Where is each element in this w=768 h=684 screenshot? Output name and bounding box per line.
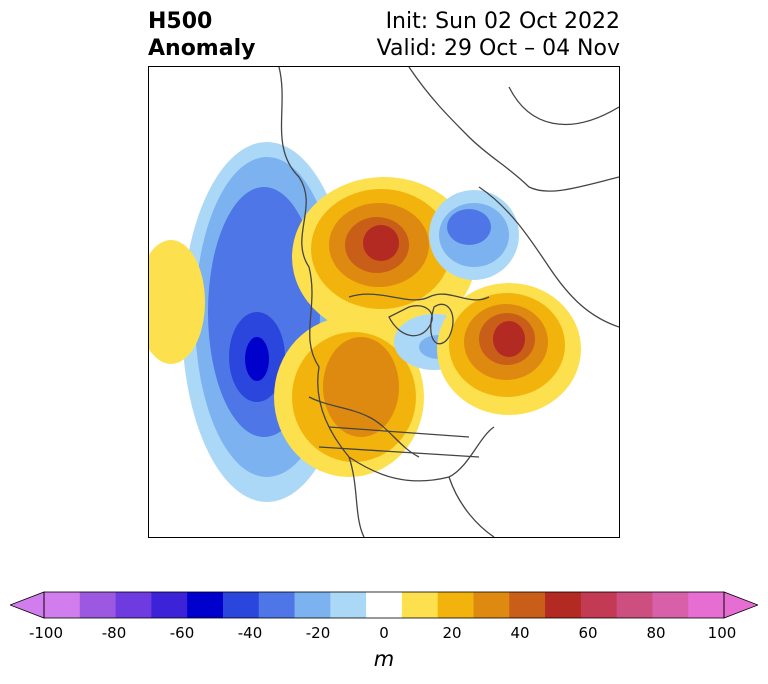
colorbar-outline (43, 591, 725, 619)
colorbar-segment (401, 592, 439, 618)
colorbar-segment (652, 592, 689, 618)
west-pacific-ridge (149, 240, 205, 364)
colorbar-segment (44, 592, 81, 618)
tick-label: -40 (237, 624, 263, 642)
tick-label: 0 (379, 624, 389, 642)
colorbar-segment (437, 592, 474, 618)
title-line1: H500 (148, 9, 213, 34)
colorbar-segment (509, 592, 546, 618)
colorbar-segment (330, 592, 367, 618)
colorbar-segment (115, 592, 152, 618)
colorbar-segments (44, 592, 725, 618)
coastlines (278, 67, 619, 537)
tick-label: -20 (305, 624, 331, 642)
date-info: Init: Sun 02 Oct 2022 Valid: 29 Oct – 04… (377, 8, 620, 62)
colorbar-segment (473, 592, 510, 618)
tick-label: -80 (101, 624, 127, 642)
colorbar (10, 591, 758, 619)
colorbar-segment (366, 592, 403, 618)
colorbar-segment (79, 592, 117, 618)
colorbar-segment (258, 592, 296, 618)
tick-label: 80 (646, 624, 666, 642)
tick-label: -60 (169, 624, 195, 642)
colorbar-segment (187, 592, 224, 618)
colorbar-segment (688, 592, 725, 618)
tick-label: 60 (578, 624, 598, 642)
title-line2: Anomaly (148, 36, 256, 61)
anomaly-map (148, 66, 620, 538)
tick-label: 40 (510, 624, 530, 642)
valid-date: Valid: 29 Oct – 04 Nov (376, 36, 620, 61)
siberia-trough (429, 190, 519, 280)
colorbar-unit-label: m (373, 647, 395, 671)
colorbar-segment (616, 592, 653, 618)
atlantic-ridge (437, 283, 581, 415)
init-date: Init: Sun 02 Oct 2022 (385, 9, 620, 34)
tick-label: -100 (28, 624, 64, 642)
colorbar-segment (151, 592, 188, 618)
colorbar-segment (294, 592, 331, 618)
colorbar-left-extension (10, 591, 45, 619)
tick-label: 100 (707, 624, 737, 642)
colorbar-segment (580, 592, 618, 618)
colorbar-segment (545, 592, 582, 618)
colorbar-right-extension (723, 591, 758, 619)
map-title: H500 Anomaly (148, 8, 255, 62)
colorbar-segment (222, 592, 260, 618)
north-america-ridge (274, 317, 424, 477)
tick-label: 20 (442, 624, 462, 642)
map-canvas (149, 67, 619, 537)
